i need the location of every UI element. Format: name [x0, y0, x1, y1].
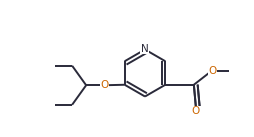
Text: N: N [141, 44, 149, 54]
Text: O: O [192, 106, 200, 116]
Text: O: O [208, 66, 216, 76]
Text: O: O [101, 80, 109, 90]
